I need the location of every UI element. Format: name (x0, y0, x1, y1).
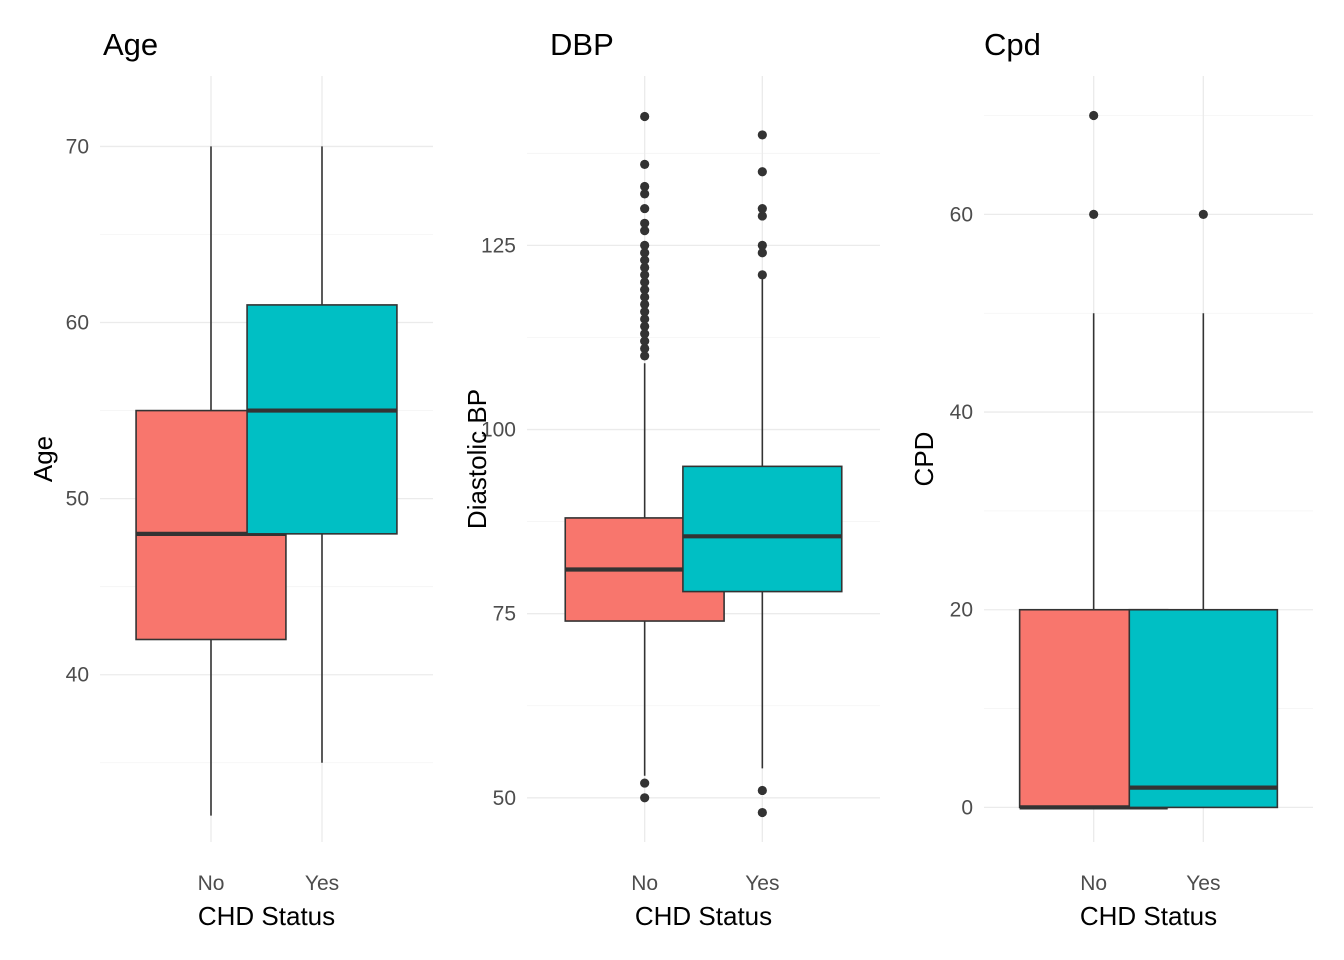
x-tick-label: Yes (745, 872, 779, 895)
y-tick-label: 40 (950, 401, 973, 424)
y-axis-title: Age (28, 436, 58, 482)
box-iqr (1128, 608, 1279, 809)
outlier-point (640, 248, 650, 258)
outlier-point (640, 218, 650, 228)
y-tick-label: 50 (493, 787, 516, 810)
box-iqr (682, 465, 843, 593)
y-tick-label: 70 (66, 135, 89, 158)
x-tick-label: No (631, 872, 658, 895)
outlier-point (1089, 209, 1099, 219)
y-axis-title: CPD (909, 432, 939, 487)
y-tick-label: 40 (66, 664, 89, 687)
outlier-point (640, 336, 650, 346)
outlier-point (640, 321, 650, 332)
outlier-point (640, 255, 650, 265)
panel-title: Cpd (984, 27, 1041, 62)
outlier-point (640, 793, 650, 803)
outlier-point (640, 111, 650, 122)
y-tick-label: 60 (950, 203, 973, 226)
box-yes (1128, 209, 1279, 809)
outlier-point (757, 203, 767, 214)
outlier-point (640, 314, 650, 324)
outlier-point (640, 262, 650, 273)
y-tick-label: 125 (481, 234, 516, 257)
outlier-point (640, 270, 650, 280)
outlier-point (640, 284, 650, 295)
panel-cpd: 0 20 40 60 No Yes Cpd CHD Status CPD (909, 27, 1313, 931)
y-tick-label: 75 (493, 603, 516, 626)
box-yes (682, 130, 843, 818)
outlier-point (640, 277, 650, 287)
outlier-point (640, 351, 650, 361)
panel-title: DBP (550, 27, 614, 62)
outlier-point (640, 189, 650, 199)
outlier-point (640, 203, 650, 214)
y-tick-label: 20 (950, 599, 973, 622)
x-axis-title: CHD Status (635, 901, 772, 931)
outlier-point (757, 807, 767, 818)
y-axis-title: Diastolic BP (462, 389, 492, 529)
outlier-point (640, 181, 650, 192)
outlier-point (757, 248, 767, 258)
y-tick-label: 60 (66, 312, 89, 335)
x-axis-title: CHD Status (1080, 901, 1217, 931)
panel-dbp: 50 75 100 125 No Yes DBP CHD Status Diastolic BP (462, 27, 880, 931)
y-tick-label: 50 (66, 488, 89, 511)
x-tick-label: Yes (305, 872, 339, 895)
outlier-point (757, 785, 767, 796)
outlier-point (757, 270, 767, 280)
box-iqr (246, 304, 398, 535)
outlier-point (640, 778, 650, 788)
outlier-point (640, 343, 650, 354)
outlier-point (757, 211, 767, 221)
outlier-point (757, 130, 767, 140)
x-tick-label: No (1080, 872, 1107, 895)
outlier-point (640, 226, 650, 236)
x-tick-label: Yes (1186, 872, 1220, 895)
outlier-point (640, 240, 650, 251)
outlier-point (640, 329, 650, 339)
x-axis-title: CHD Status (198, 901, 335, 931)
y-tick-label: 100 (481, 419, 516, 442)
panel-age: 40 50 60 70 No Yes Age CHD Status Age (28, 27, 433, 931)
x-tick-label: No (198, 872, 225, 895)
outlier-point (640, 292, 650, 302)
outlier-point (1089, 110, 1099, 121)
outlier-point (757, 167, 767, 177)
box-yes (246, 146, 398, 763)
outlier-point (640, 159, 650, 169)
panel-title: Age (103, 27, 158, 62)
outlier-point (640, 299, 650, 309)
outlier-point (1198, 209, 1208, 219)
outlier-point (757, 240, 767, 251)
y-tick-label: 0 (961, 796, 973, 819)
outlier-point (640, 307, 650, 317)
